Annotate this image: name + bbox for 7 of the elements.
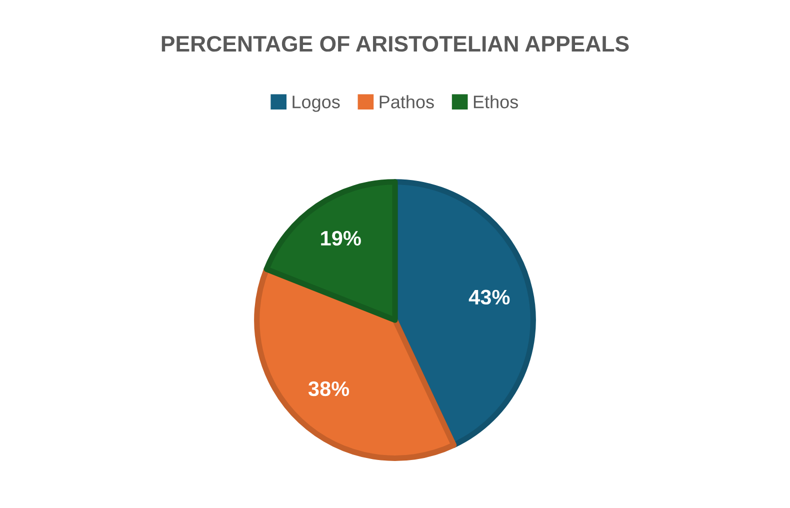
legend-label: Pathos — [380, 95, 434, 108]
legend-label: Logos — [292, 96, 340, 112]
chart-title: PERCENTAGE OF ARISTOTELIAN APPEALS — [162, 36, 629, 52]
legend-label: Ethos — [474, 95, 518, 108]
data-label: 38% — [308, 381, 350, 396]
data-label: 43% — [468, 290, 510, 305]
data-label: 19% — [321, 230, 361, 246]
